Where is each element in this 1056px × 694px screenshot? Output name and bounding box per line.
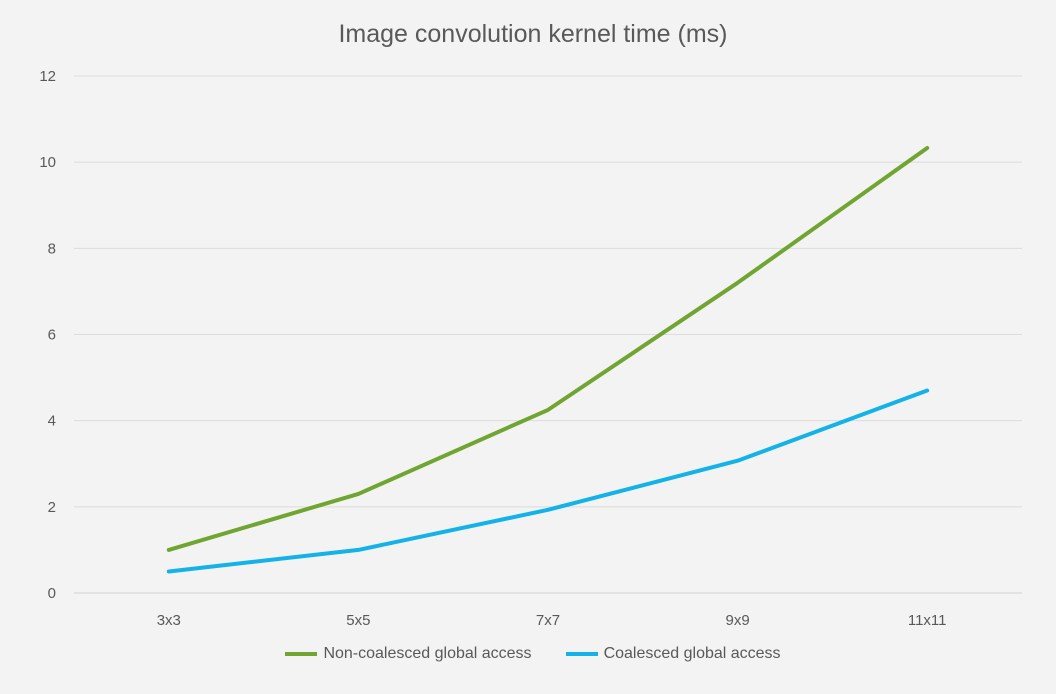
chart-title: Image convolution kernel time (ms)	[338, 20, 728, 48]
y-tick-label: 12	[39, 68, 56, 85]
data-point	[547, 409, 549, 411]
series-line-0	[166, 145, 930, 552]
legend-item: Coalesced global access	[565, 645, 781, 663]
data-point	[737, 460, 739, 462]
x-tick-label: 3x3	[157, 612, 181, 629]
x-tick-label: 5x5	[346, 612, 370, 629]
x-tick-label: 7x7	[536, 612, 560, 629]
data-point	[737, 282, 739, 284]
data-point	[547, 509, 549, 511]
data-point	[357, 549, 359, 551]
series-line-1	[166, 388, 930, 574]
legend-swatch	[565, 652, 598, 656]
data-point	[357, 493, 359, 495]
y-tick-label: 0	[48, 585, 56, 602]
y-tick-label: 8	[48, 240, 56, 257]
y-tick-label: 6	[48, 327, 56, 344]
legend-item: Non-coalesced global access	[285, 645, 532, 663]
y-tick-label: 10	[39, 154, 56, 171]
data-point	[926, 390, 928, 392]
legend-label: Coalesced global access	[603, 645, 781, 662]
legend-label: Non-coalesced global access	[323, 645, 532, 662]
legend-swatch	[285, 652, 318, 656]
data-point	[168, 549, 170, 551]
data-point	[926, 147, 928, 149]
data-point	[168, 570, 170, 572]
y-tick-label: 4	[48, 413, 56, 430]
legend: Non-coalesced global access Coalesced glo…	[0, 645, 1056, 663]
y-tick-label: 2	[48, 499, 56, 516]
x-tick-label: 11x11	[908, 612, 947, 629]
x-tick-label: 9x9	[726, 612, 750, 629]
